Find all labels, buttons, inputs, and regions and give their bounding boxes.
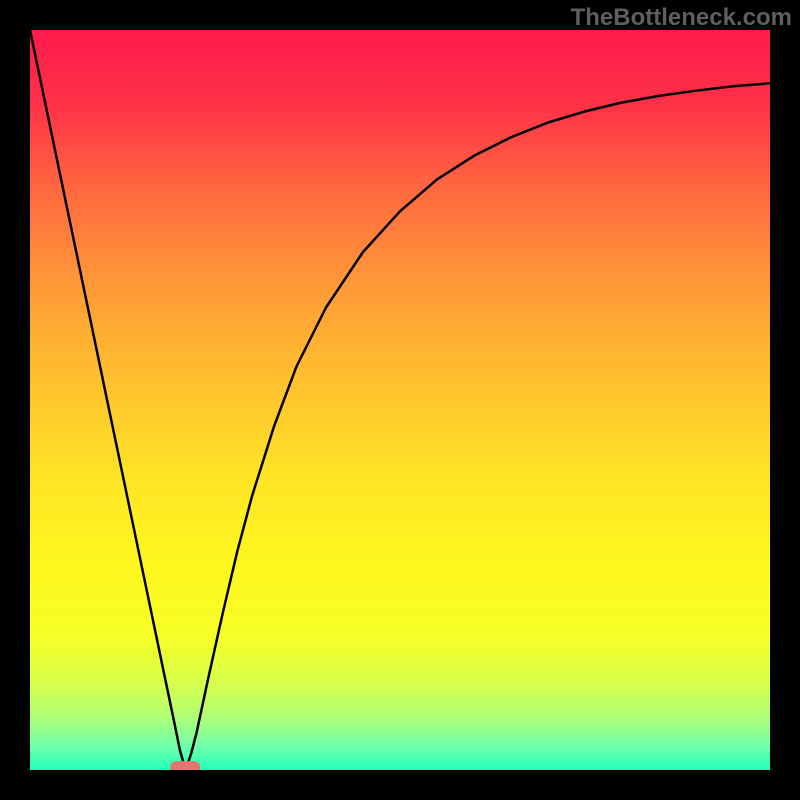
optimum-marker (171, 761, 201, 770)
curve-svg (30, 30, 770, 770)
watermark-text: TheBottleneck.com (571, 4, 792, 32)
bottleneck-curve (30, 30, 770, 764)
plot-area (30, 30, 770, 770)
chart-container: TheBottleneck.com (0, 0, 800, 800)
